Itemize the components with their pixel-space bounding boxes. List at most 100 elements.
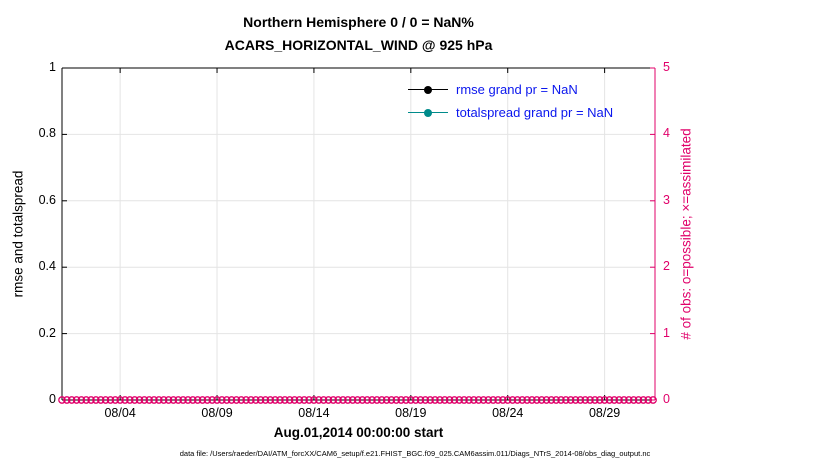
obs-possible-marker (610, 396, 619, 404)
obs-possible-marker (159, 396, 168, 404)
obs-possible-marker (184, 396, 192, 404)
x-axis-label: Aug.01,2014 00:00:00 start (273, 425, 444, 440)
obs-possible-marker (353, 396, 362, 404)
legend-label-totalspread: totalspread grand pr = NaN (456, 105, 614, 120)
obs-possible-marker (571, 396, 580, 404)
obs-possible-marker (528, 396, 536, 404)
y-axis-label-left: rmse and totalspread (10, 170, 26, 298)
obs-possible-marker (426, 396, 435, 404)
obs-possible-marker (634, 396, 643, 404)
y-tick-label-left: 0 (49, 392, 56, 406)
obs-possible-marker (276, 396, 284, 404)
obs-possible-marker (649, 396, 657, 404)
legend-entry-rmse: rmse grand pr = NaN (408, 78, 613, 101)
obs-possible-marker (557, 396, 565, 404)
obs-possible-marker (188, 396, 197, 404)
x-tick-label: 08/14 (298, 406, 330, 420)
obs-possible-marker (615, 396, 623, 404)
obs-possible-marker (222, 396, 231, 404)
x-tick-label: 08/19 (395, 406, 427, 420)
obs-possible-marker (281, 396, 289, 404)
obs-possible-marker (460, 396, 468, 404)
obs-possible-marker (421, 396, 430, 404)
obs-possible-marker (58, 396, 66, 404)
obs-possible-marker (300, 396, 309, 404)
legend-marker-dot-rmse (424, 85, 432, 94)
y-tick-label-left: 1 (49, 60, 56, 74)
obs-possible-marker (484, 396, 493, 404)
obs-possible-marker (552, 396, 561, 404)
legend-label-rmse: rmse grand pr = NaN (456, 82, 578, 97)
obs-possible-marker (348, 396, 357, 404)
obs-possible-marker (523, 396, 531, 404)
obs-possible-marker (67, 396, 76, 404)
legend-entry-totalspread: totalspread grand pr = NaN (408, 101, 613, 124)
obs-possible-marker (373, 396, 381, 404)
obs-possible-marker (169, 396, 178, 404)
obs-possible-marker (547, 396, 556, 404)
obs-possible-marker (174, 396, 183, 404)
obs-possible-marker (125, 396, 134, 404)
obs-possible-marker (629, 396, 638, 404)
obs-possible-marker (358, 396, 367, 404)
obs-possible-marker (489, 396, 498, 404)
x-tick-label: 08/29 (588, 406, 621, 420)
obs-possible-marker (416, 396, 425, 404)
obs-possible-marker (130, 396, 139, 404)
obs-possible-marker (155, 396, 163, 404)
obs-possible-marker (218, 396, 226, 404)
legend-marker-dot-totalspread (424, 108, 432, 117)
obs-possible-marker (227, 396, 236, 404)
obs-possible-marker (256, 396, 265, 404)
obs-possible-marker (436, 396, 444, 404)
legend-line-sample-rmse (408, 85, 448, 94)
obs-possible-marker (581, 396, 590, 404)
obs-possible-marker (82, 396, 91, 404)
x-tick-label: 08/09 (201, 406, 233, 420)
obs-possible-marker (566, 396, 575, 404)
obs-possible-marker (440, 396, 449, 404)
obs-possible-marker (213, 396, 221, 404)
obs-possible-marker (295, 396, 304, 404)
obs-possible-marker (285, 396, 294, 404)
y-tick-label-left: 0.2 (38, 325, 56, 340)
obs-possible-marker (87, 396, 95, 404)
obs-possible-marker (508, 396, 517, 404)
obs-possible-marker (644, 396, 653, 404)
obs-possible-marker (208, 396, 217, 404)
obs-possible-marker (135, 396, 144, 404)
obs-possible-marker (305, 396, 313, 404)
obs-possible-marker (96, 396, 105, 404)
obs-possible-marker (106, 396, 115, 404)
obs-possible-marker (343, 396, 352, 404)
obs-possible-marker (368, 396, 376, 404)
obs-possible-marker (247, 396, 255, 404)
obs-possible-marker (193, 396, 202, 404)
obs-possible-marker (450, 396, 459, 404)
obs-possible-marker (469, 396, 478, 404)
obs-possible-marker (232, 396, 241, 404)
obs-possible-marker (116, 396, 124, 404)
y-tick-label-right: 0 (663, 392, 670, 406)
obs-possible-marker (639, 396, 648, 404)
obs-possible-marker (72, 396, 81, 404)
obs-possible-marker (431, 396, 439, 404)
obs-possible-marker (605, 396, 614, 404)
obs-possible-marker (319, 396, 328, 404)
data-file-caption: data file: /Users/raeder/DAI/ATM_forcXX/… (179, 449, 651, 458)
y-tick-label-right: 5 (663, 60, 670, 74)
obs-possible-marker (101, 396, 110, 404)
obs-possible-marker (397, 396, 405, 404)
obs-possible-marker (164, 396, 173, 404)
obs-possible-marker (503, 396, 512, 404)
obs-possible-marker (339, 396, 347, 404)
y-tick-label-right: 4 (663, 126, 670, 141)
obs-possible-marker (203, 396, 212, 404)
obs-possible-marker (455, 396, 464, 404)
y-tick-label-left: 0.6 (38, 192, 56, 207)
obs-possible-marker (576, 396, 585, 404)
legend: rmse grand pr = NaN totalspread grand pr… (408, 78, 613, 124)
y-tick-label-right: 3 (663, 192, 670, 207)
